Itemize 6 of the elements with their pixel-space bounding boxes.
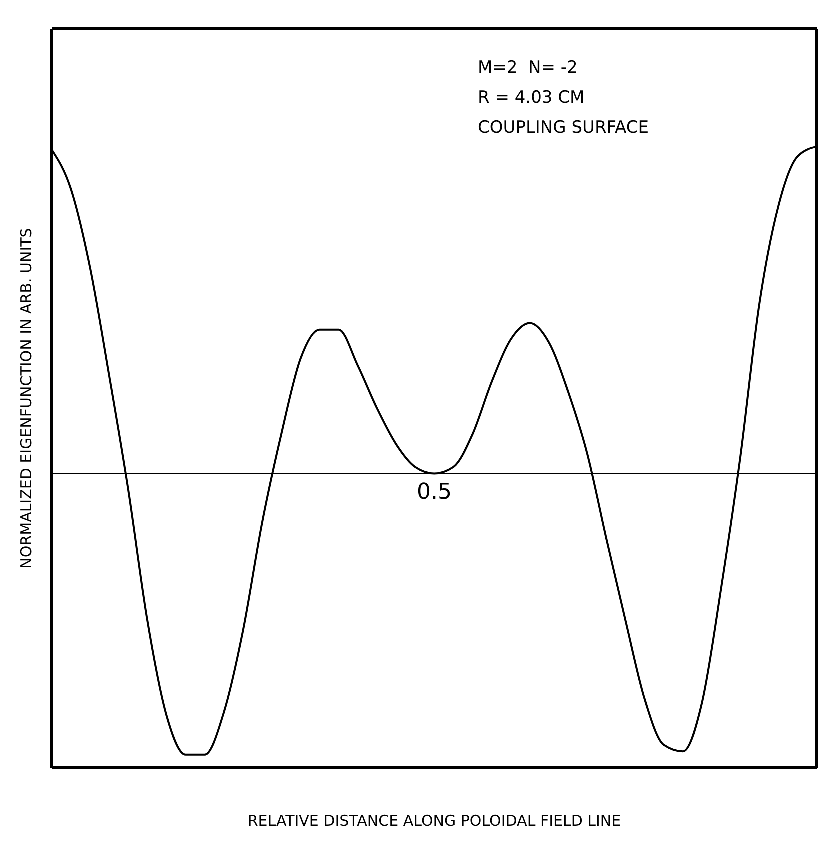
x-axis-title: RELATIVE DISTANCE ALONG POLOIDAL FIELD LINE bbox=[248, 812, 622, 830]
text: R = 4.03 CM bbox=[478, 87, 586, 110]
text: M=2 N= -2 bbox=[478, 57, 579, 80]
text: COUPLING SURFACE bbox=[478, 117, 649, 140]
y-axis-title: NORMALIZED EIGENFUNCTION IN ARB. UNITS bbox=[17, 228, 36, 569]
annotation: 0.5 bbox=[416, 480, 453, 505]
